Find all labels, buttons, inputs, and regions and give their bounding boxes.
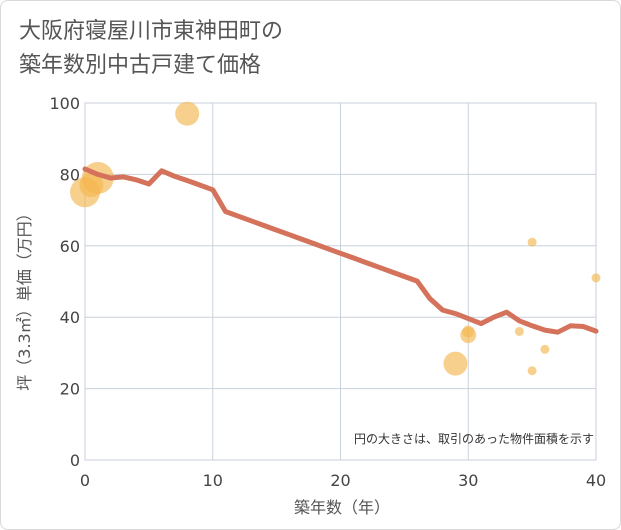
x-axis-label: 築年数（年）: [294, 498, 390, 517]
average-price-line: [82, 166, 599, 335]
bubble-11: [591, 273, 601, 283]
x-tick-label-3: 30: [458, 471, 478, 490]
bubble-6: [462, 325, 475, 338]
y-tick-label-5: 100: [49, 94, 80, 113]
grid-lines: [84, 102, 597, 461]
tick-labels: 0 10 20 30 40 0 20 40 60 80 100: [49, 94, 606, 490]
x-tick-label-2: 20: [330, 471, 350, 490]
bubble-9: [527, 366, 537, 376]
bubble-10: [540, 344, 550, 354]
y-tick-label-3: 60: [60, 237, 80, 256]
x-tick-label-1: 10: [203, 471, 223, 490]
y-axis-label: 坪（3.3㎡）単価（万円）: [15, 205, 34, 390]
y-tick-label-0: 0: [70, 451, 80, 470]
chart-title-line-1: 大阪府寝屋川市東神田町の: [19, 19, 284, 44]
chart-title: 大阪府寝屋川市東神田町の 築年数別中古戸建て価格: [19, 15, 283, 83]
bubble-layer: [70, 101, 601, 376]
y-tick-label-4: 80: [60, 165, 80, 184]
bubble-3: [175, 101, 200, 126]
bubble-4: [443, 351, 468, 376]
x-tick-label-4: 40: [586, 471, 606, 490]
bubble-size-note: 円の大きさは、取引のあった物件面積を示す: [354, 431, 594, 446]
y-tick-label-2: 40: [60, 308, 80, 327]
chart-title-line-2: 築年数別中古戸建て価格: [19, 53, 262, 78]
bubble-7: [514, 326, 524, 336]
x-tick-label-0: 0: [80, 471, 90, 490]
bubble-8: [527, 237, 537, 247]
y-tick-label-1: 20: [60, 380, 80, 399]
